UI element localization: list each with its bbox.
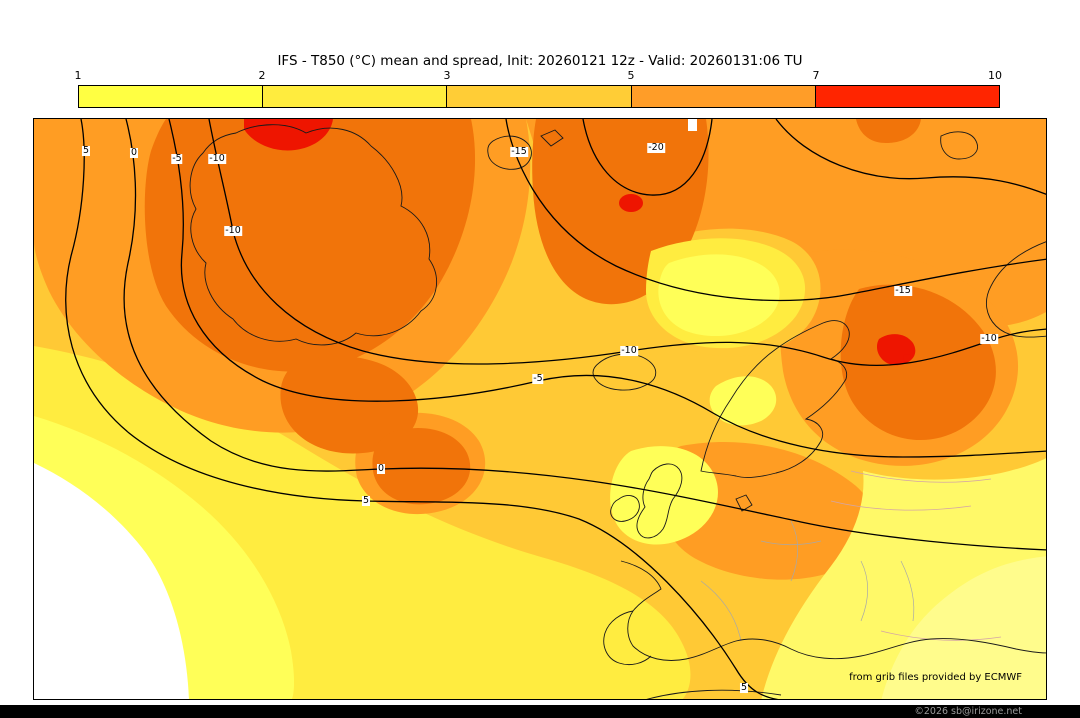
map-canvas: 5 0 -5 -10 -10 -15 -20 -15 -10 -5 0 5 -1… bbox=[33, 118, 1047, 700]
contour-minus15 bbox=[505, 119, 1046, 302]
provider-credit: from grib files provided by ECMWF bbox=[849, 672, 1022, 683]
colorbar-cell bbox=[262, 86, 447, 107]
contour-label: 5 bbox=[361, 495, 371, 507]
coastline-iberia bbox=[603, 610, 652, 666]
coastline-great-britain bbox=[636, 463, 683, 539]
spread-yellow1-uk bbox=[610, 446, 718, 545]
spread-yellow1-pocket-east bbox=[658, 254, 780, 337]
copyright-text: ©2026 sb@irizone.net bbox=[914, 706, 1022, 717]
contour-label: -10 bbox=[980, 333, 998, 345]
spread-colorbar bbox=[78, 85, 1000, 108]
colorbar-cell bbox=[79, 86, 263, 107]
contour-label: 0 bbox=[376, 463, 386, 475]
contour-label: -5 bbox=[532, 373, 544, 385]
contour-label: -15 bbox=[510, 146, 528, 158]
coastline-west-europe bbox=[620, 560, 1046, 661]
coastline-svalbard bbox=[487, 135, 532, 170]
colorbar-tick: 3 bbox=[443, 69, 451, 82]
contour-label: -20 bbox=[647, 142, 665, 154]
coastline-ireland bbox=[610, 495, 640, 522]
country-borders-layer bbox=[700, 470, 1002, 642]
spread-yellow1-norway bbox=[709, 376, 777, 426]
coastline-arctic-russia bbox=[985, 241, 1046, 338]
map-marker-notch bbox=[688, 119, 697, 131]
spread-red-maxima bbox=[244, 119, 916, 366]
spread-paler-southeast bbox=[881, 556, 1046, 699]
contour-zero bbox=[123, 119, 1046, 551]
contour-label: -10 bbox=[208, 153, 226, 165]
spread-shading-layer bbox=[34, 119, 1046, 699]
colorbar-tick: 7 bbox=[812, 69, 820, 82]
colorbar-tick: 2 bbox=[258, 69, 266, 82]
coastline-greenland bbox=[189, 124, 437, 346]
spread-white-minimum bbox=[34, 463, 189, 699]
coastline-svalbard-2 bbox=[540, 129, 564, 147]
coastline-scandinavia bbox=[700, 320, 850, 478]
colorbar-cell bbox=[630, 86, 815, 107]
contour-minus20 bbox=[582, 119, 713, 196]
page-title: IFS - T850 (°C) mean and spread, Init: 2… bbox=[277, 53, 803, 69]
contour-minus20-east bbox=[775, 119, 1046, 195]
contour-label: 5 bbox=[81, 145, 91, 157]
spread-dark-orange-cores bbox=[144, 119, 996, 505]
colorbar-tick: 10 bbox=[988, 69, 1002, 82]
contour-label: -10 bbox=[224, 225, 242, 237]
contour-label: -15 bbox=[894, 285, 912, 297]
colorbar-ticks: 1 2 3 5 7 10 bbox=[74, 69, 1003, 82]
contour-label: 0 bbox=[129, 147, 139, 159]
map-svg bbox=[34, 119, 1046, 699]
colorbar-cell bbox=[814, 86, 1000, 107]
contour-plus5 bbox=[65, 119, 779, 699]
contour-minus10 bbox=[208, 119, 1046, 367]
footer-bar: ©2026 sb@irizone.net bbox=[0, 705, 1080, 718]
spread-low-areas bbox=[34, 238, 1046, 699]
colorbar-tick: 5 bbox=[627, 69, 635, 82]
contour-label: -5 bbox=[171, 153, 183, 165]
colorbar-cell bbox=[446, 86, 631, 107]
coastline-denmark bbox=[735, 494, 753, 512]
colorbar-tick: 1 bbox=[74, 69, 82, 82]
coastline-novaya-zemlya bbox=[940, 131, 978, 160]
coastline-layer bbox=[189, 124, 1046, 699]
contour-label: -10 bbox=[620, 345, 638, 357]
contour-label: 5 bbox=[739, 682, 749, 694]
coastline-north-africa bbox=[646, 689, 782, 699]
